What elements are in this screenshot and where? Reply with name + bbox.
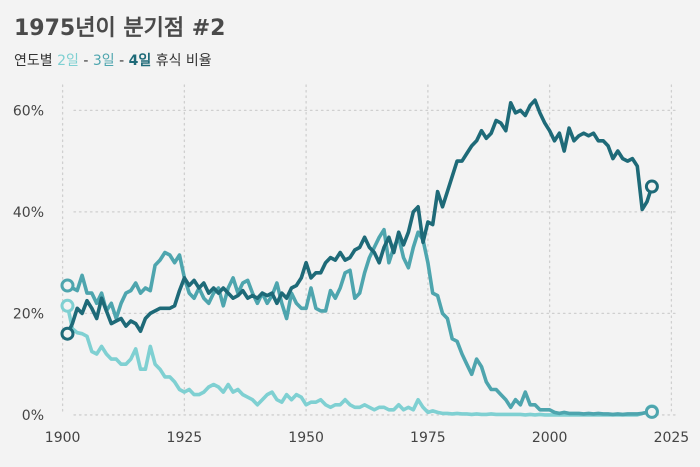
chart-subtitle: 연도별 2일 - 3일 - 4일 휴식 비율 (14, 50, 212, 70)
series-line-s4 (65, 98, 654, 336)
series-line-s2 (65, 304, 654, 417)
legend-3day: 3일 (92, 53, 115, 69)
y-tick-label: 0% (22, 408, 44, 424)
x-tick-label: 2000 (532, 430, 568, 446)
legend-4day: 4일 (128, 53, 152, 69)
x-tick-label: 2025 (654, 430, 690, 446)
x-tick-label: 1900 (45, 430, 81, 446)
series-s2-start-point (60, 298, 75, 313)
chart-markers (60, 179, 659, 419)
series-s3-end-point (644, 404, 659, 419)
series-s4-start-point (60, 326, 75, 341)
subtitle-dash-2: - (119, 53, 125, 69)
x-tick-label: 1975 (410, 430, 446, 446)
chart-lines (65, 98, 654, 417)
chart-grid (61, 84, 679, 416)
y-tick-label: 60% (13, 103, 44, 119)
legend-2day: 2일 (57, 53, 79, 69)
series-line-s3 (65, 227, 654, 417)
y-tick-label: 20% (13, 306, 44, 322)
y-tick-label: 40% (13, 205, 44, 221)
subtitle-dash-1: - (83, 53, 89, 69)
x-tick-label: 1950 (288, 430, 324, 446)
chart-title: 1975년이 분기점 #2 (14, 16, 226, 41)
series-s3-start-point (60, 278, 75, 293)
series-s4-end-point (644, 179, 659, 194)
subtitle-prefix: 연도별 (14, 53, 53, 69)
chart-axes: 0% 20% 40% 60% 1900 1925 1950 1975 2000 2025 (13, 103, 689, 446)
x-tick-label: 1925 (167, 430, 203, 446)
subtitle-suffix: 휴식 비율 (155, 53, 212, 69)
